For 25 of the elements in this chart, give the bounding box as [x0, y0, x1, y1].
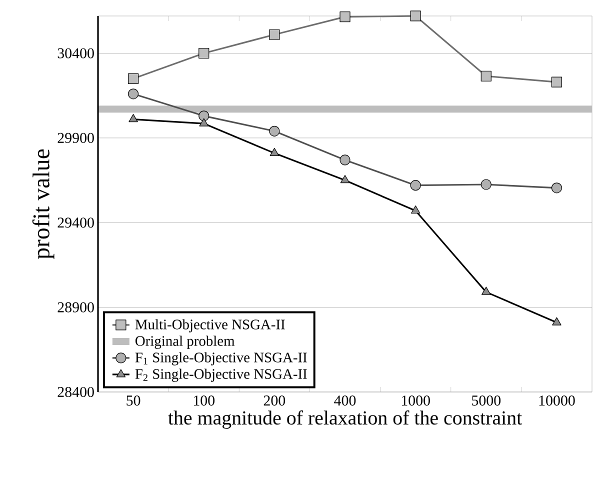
point — [199, 118, 208, 126]
x-tick-label: 200 — [264, 396, 286, 406]
x-tick-label: 100 — [194, 396, 215, 406]
point — [128, 114, 138, 122]
legend-label: F$_{2}$ Single-Objective NSGA-II — [135, 368, 307, 382]
y-axis-title: profit value — [32, 149, 54, 260]
legend-label: Original problem — [136, 336, 235, 349]
x-tick-label: 50 — [126, 396, 140, 406]
y-tick-label: 28900 — [58, 302, 94, 312]
y-tick-label: 30400 — [58, 48, 94, 58]
y-tick-label: 29400 — [58, 218, 94, 228]
x-tick-label: 1000 — [402, 396, 430, 406]
point — [410, 205, 420, 214]
point — [340, 174, 350, 184]
point — [482, 286, 491, 295]
x-tick-label: 10000 — [539, 396, 575, 406]
x-axis-title: the magnitude of relaxation of the constraint — [168, 410, 522, 429]
point — [270, 148, 280, 156]
x-tick-label: 5000 — [472, 396, 501, 406]
y-tick-label: 28400 — [58, 386, 94, 398]
legend-label: F$_{1}$ Single-Objective NSGA-II — [135, 352, 307, 366]
point — [552, 317, 562, 326]
y-tick-label: 29900 — [58, 132, 94, 143]
x-tick-label: 400 — [334, 396, 356, 406]
legend-label: Multi-Objective NSGA-II — [135, 319, 285, 332]
